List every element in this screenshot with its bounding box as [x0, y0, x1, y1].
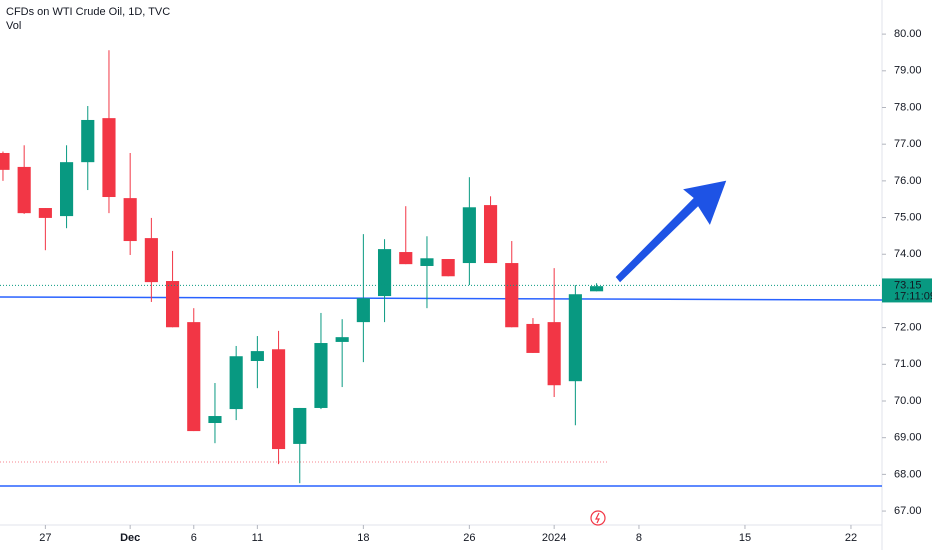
y-tick-label: 74.00	[894, 248, 922, 260]
y-tick-label: 69.00	[894, 432, 922, 444]
candle-body	[293, 407, 307, 444]
candle-body	[17, 166, 31, 214]
x-tick-label: 6	[191, 532, 197, 544]
x-tick-label: Dec	[120, 532, 140, 544]
x-tick-label: 27	[39, 532, 51, 544]
y-tick-label: 70.00	[894, 395, 922, 407]
candle-body	[589, 286, 604, 292]
event-icon	[590, 510, 606, 526]
candle-body	[81, 119, 95, 163]
last-price-label: 73.15	[894, 279, 922, 291]
candle-body	[526, 323, 540, 353]
candle-body	[165, 281, 180, 328]
candle-body	[38, 208, 52, 218]
x-tick-label: 26	[463, 532, 475, 544]
x-tick-label: 15	[739, 532, 751, 544]
candle-body	[441, 259, 455, 277]
countdown-label: 17:11:09	[894, 290, 932, 302]
candle-body	[420, 258, 434, 266]
candle-body	[483, 205, 498, 264]
candle-body	[229, 356, 243, 410]
candle-body	[377, 249, 392, 297]
candle-body	[547, 322, 561, 386]
x-tick-label: 11	[252, 532, 263, 544]
trend-line	[0, 296, 883, 301]
y-tick-label: 80.00	[894, 28, 922, 40]
last-price-box	[882, 278, 932, 303]
candle-body	[568, 294, 582, 382]
candle-body	[356, 298, 370, 323]
y-tick-label: 76.00	[894, 175, 922, 187]
candle-body	[271, 349, 286, 450]
candle-body	[208, 416, 222, 424]
candle-body	[399, 252, 413, 265]
candle-body	[462, 207, 476, 264]
y-tick-label: 68.00	[894, 468, 922, 480]
candle-body	[102, 118, 116, 198]
candle-body	[505, 263, 519, 328]
x-tick-label: 2024	[542, 532, 566, 544]
candle-body	[335, 337, 349, 342]
candle-body	[59, 162, 74, 217]
y-tick-label: 72.00	[894, 322, 922, 334]
candle-body	[314, 343, 328, 408]
x-tick-label: 18	[357, 532, 369, 544]
candle-body	[250, 351, 264, 362]
y-tick-label: 71.00	[894, 358, 922, 370]
candle-body	[0, 152, 10, 170]
chart-subtitle: Vol	[6, 20, 21, 32]
x-tick-label: 22	[845, 532, 857, 544]
y-tick-label: 75.00	[894, 211, 922, 223]
candle-body	[187, 322, 201, 432]
y-tick-label: 79.00	[894, 65, 922, 77]
candle-body	[123, 198, 137, 242]
y-tick-label: 77.00	[894, 138, 922, 150]
y-tick-label: 67.00	[894, 505, 922, 517]
candle-body	[144, 238, 158, 283]
y-tick-label: 78.00	[894, 101, 922, 113]
event-icon-bolt	[595, 512, 600, 524]
x-tick-label: 8	[636, 532, 642, 544]
arrow	[614, 179, 728, 284]
chart-title: CFDs on WTI Crude Oil, 1D, TVC	[6, 6, 170, 18]
